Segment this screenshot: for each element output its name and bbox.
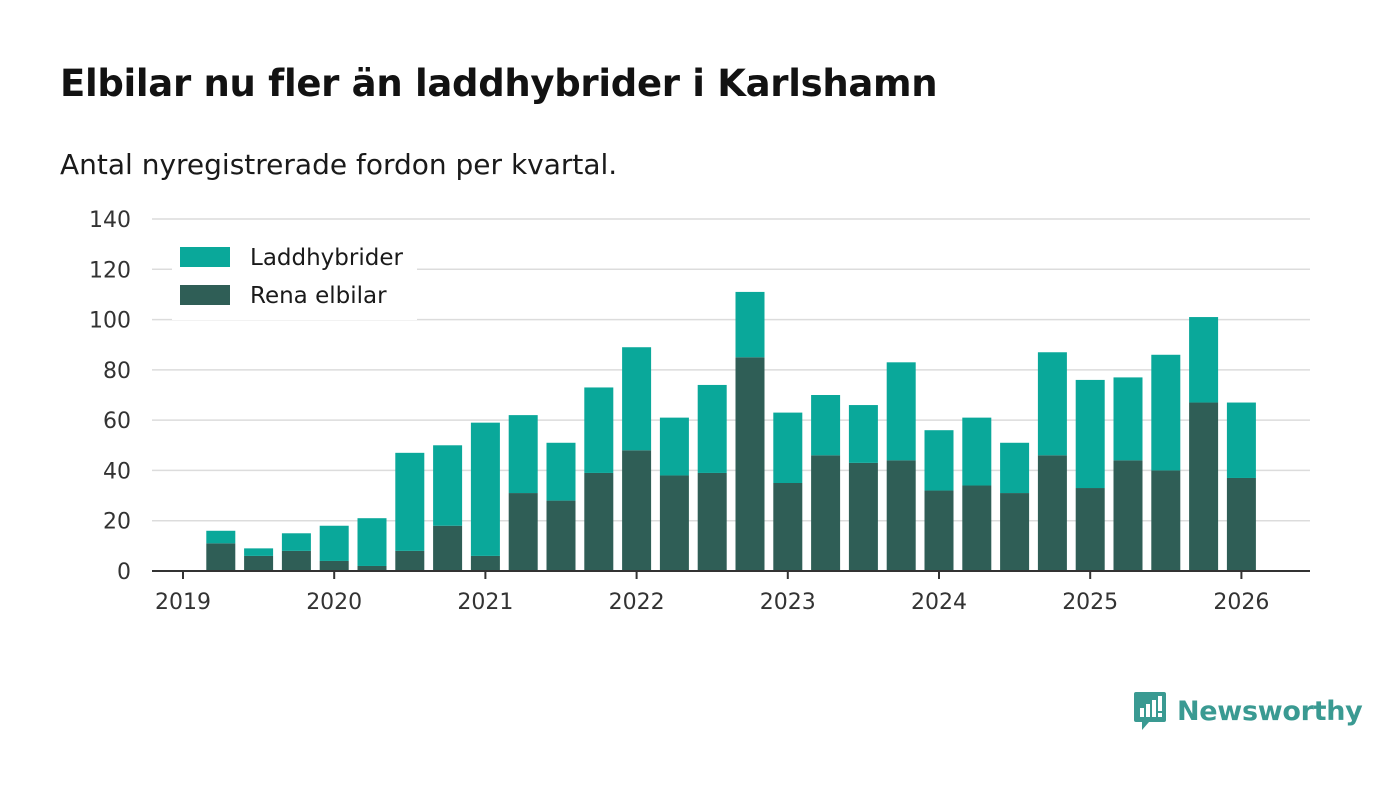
y-tick-label: 0 xyxy=(117,560,131,585)
bar-laddhybrider xyxy=(1075,379,1105,489)
bar-laddhybrider xyxy=(886,362,916,461)
newsworthy-logo: Newsworthy xyxy=(1133,690,1363,732)
bar-laddhybrider xyxy=(1189,317,1219,403)
bar-laddhybrider xyxy=(357,518,387,566)
y-tick-label: 100 xyxy=(89,309,131,334)
bar-rena-elbilar xyxy=(735,357,765,571)
bar-rena-elbilar xyxy=(886,460,916,571)
bar-laddhybrider xyxy=(1037,352,1067,456)
bar-laddhybrider xyxy=(1000,442,1030,494)
bar-rena-elbilar xyxy=(811,455,841,571)
bar-laddhybrider xyxy=(1151,354,1181,471)
legend-label-laddhybrider: Laddhybrider xyxy=(250,245,403,271)
bar-rena-elbilar xyxy=(319,560,349,571)
bar-rena-elbilar xyxy=(206,543,236,571)
bars xyxy=(206,291,1256,571)
bar-laddhybrider xyxy=(470,422,500,556)
bar-laddhybrider xyxy=(848,405,878,463)
x-tick-label: 2024 xyxy=(911,590,967,615)
bar-laddhybrider xyxy=(697,384,727,473)
bar-rena-elbilar xyxy=(281,550,311,571)
bar-rena-elbilar xyxy=(697,472,727,571)
bar-laddhybrider xyxy=(811,395,841,456)
bar-rena-elbilar xyxy=(622,450,652,571)
bar-rena-elbilar xyxy=(470,555,500,571)
legend-swatch-rena-elbilar xyxy=(180,285,230,305)
bar-laddhybrider xyxy=(735,291,765,358)
x-tick-label: 2023 xyxy=(760,590,816,615)
legend-swatch-laddhybrider xyxy=(180,247,230,267)
legend-label-rena-elbilar: Rena elbilar xyxy=(250,283,387,309)
bar-rena-elbilar xyxy=(508,493,538,571)
newsworthy-icon xyxy=(1134,692,1166,730)
bar-laddhybrider xyxy=(924,430,954,491)
bar-laddhybrider xyxy=(622,347,652,451)
bar-laddhybrider xyxy=(546,442,576,501)
bar-laddhybrider xyxy=(206,530,236,544)
newsworthy-wordmark: Newsworthy xyxy=(1177,695,1363,727)
bar-rena-elbilar xyxy=(433,525,463,571)
bar-rena-elbilar xyxy=(773,483,803,571)
x-tick-label: 2021 xyxy=(457,590,513,615)
bar-rena-elbilar xyxy=(1151,470,1181,571)
y-tick-label: 140 xyxy=(89,208,131,233)
bar-rena-elbilar xyxy=(244,555,274,571)
bar-rena-elbilar xyxy=(1000,493,1030,571)
bar-rena-elbilar xyxy=(924,490,954,571)
bar-rena-elbilar xyxy=(1113,460,1143,571)
bar-rena-elbilar xyxy=(1226,477,1256,571)
x-tick-label: 2022 xyxy=(609,590,665,615)
bar-laddhybrider xyxy=(433,445,463,526)
chart-subtitle: Antal nyregistrerade fordon per kvartal. xyxy=(60,148,618,181)
y-tick-label: 80 xyxy=(103,359,131,384)
bar-laddhybrider xyxy=(1226,402,1256,478)
x-tick-label: 2026 xyxy=(1213,590,1269,615)
bar-rena-elbilar xyxy=(1189,402,1219,571)
bar-laddhybrider xyxy=(659,417,689,476)
bar-laddhybrider xyxy=(773,412,803,483)
y-tick-label: 20 xyxy=(103,510,131,535)
bar-rena-elbilar xyxy=(584,472,614,571)
y-tick-label: 120 xyxy=(89,258,131,283)
bar-laddhybrider xyxy=(962,417,992,486)
chart-title: Elbilar nu fler än laddhybrider i Karlsh… xyxy=(60,62,938,105)
bar-laddhybrider xyxy=(395,452,425,551)
bar-rena-elbilar xyxy=(848,462,878,571)
bar-laddhybrider xyxy=(319,525,349,561)
bar-rena-elbilar xyxy=(395,550,425,571)
legend: Laddhybrider Rena elbilar xyxy=(172,236,417,320)
bar-rena-elbilar xyxy=(357,565,387,571)
bar-rena-elbilar xyxy=(1037,455,1067,571)
bar-laddhybrider xyxy=(1113,377,1143,461)
bar-rena-elbilar xyxy=(659,475,689,571)
x-tick-label: 2020 xyxy=(306,590,362,615)
bar-laddhybrider xyxy=(584,387,614,473)
bar-rena-elbilar xyxy=(546,500,576,571)
x-tick-label: 2019 xyxy=(155,590,211,615)
y-tick-label: 40 xyxy=(103,459,131,484)
bar-laddhybrider xyxy=(508,415,538,494)
y-tick-label: 60 xyxy=(103,409,131,434)
x-tick-label: 2025 xyxy=(1062,590,1118,615)
bar-laddhybrider xyxy=(244,548,274,556)
bar-rena-elbilar xyxy=(962,485,992,571)
bar-rena-elbilar xyxy=(1075,488,1105,571)
x-axis: 2019 2020 2021 2022 2023 2024 2025 2026 xyxy=(152,570,1310,615)
y-axis-ticks: 0 20 40 60 80 100 120 140 xyxy=(89,208,131,585)
bar-laddhybrider xyxy=(281,533,311,551)
